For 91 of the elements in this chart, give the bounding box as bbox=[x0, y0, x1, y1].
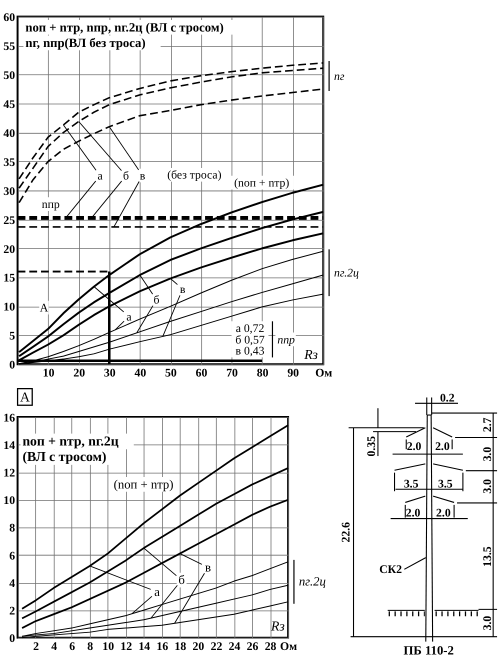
annotation: в 0,43 bbox=[236, 344, 265, 358]
y-tick-label: 4 bbox=[9, 576, 16, 590]
y-tick-label: 2 bbox=[9, 604, 16, 618]
x-tick-label: 10 bbox=[102, 640, 114, 653]
annotation: nоп + nтр, nг.2ц bbox=[22, 433, 119, 448]
text: nг.2ц bbox=[334, 266, 360, 280]
text: 3.0 bbox=[481, 478, 494, 494]
text: 2.0 bbox=[435, 440, 450, 454]
y-tick-label: 60 bbox=[3, 11, 16, 24]
annotation: б bbox=[122, 170, 129, 183]
x-axis-title: Rз bbox=[303, 346, 318, 362]
text: 0.35 bbox=[365, 436, 378, 457]
x-tick-label: 16 bbox=[156, 640, 168, 653]
y-tick-label: 12 bbox=[3, 466, 16, 480]
x-tick-label: 30 bbox=[104, 366, 116, 380]
x-tick-label: 10 bbox=[42, 366, 55, 380]
x-tick-label: 60 bbox=[196, 366, 208, 380]
text: 2.0 bbox=[406, 440, 422, 454]
y-tick-label: 6 bbox=[9, 549, 16, 562]
annotation: а bbox=[126, 310, 132, 324]
text: 0.2 bbox=[440, 391, 455, 404]
x-tick-label: 26 bbox=[246, 640, 259, 653]
annotation: nпр bbox=[42, 198, 60, 212]
annotation: (nоп + nтр) bbox=[234, 176, 290, 190]
y-tick-label: 14 bbox=[3, 438, 16, 452]
y-tick-label: 35 bbox=[3, 156, 16, 169]
text: 22.6 bbox=[340, 522, 353, 542]
text: ПБ 110-2 bbox=[404, 643, 454, 658]
annotation: б bbox=[153, 294, 160, 307]
x-tick-label: 50 bbox=[165, 366, 177, 380]
y-tick-label: 5 bbox=[9, 330, 16, 343]
annotation: а 0,72 bbox=[236, 322, 264, 336]
y-tick-label: 20 bbox=[3, 242, 16, 256]
text: 3.0 bbox=[481, 446, 494, 462]
x-tick-label: 12 bbox=[120, 640, 132, 653]
y-tick-label: 25 bbox=[3, 214, 16, 227]
x-tick-label: 80 bbox=[256, 366, 269, 380]
x-tick-label: 14 bbox=[138, 640, 150, 653]
x-tick-label: 22 bbox=[210, 640, 222, 653]
annotation: nоп + nтр, nпр, nг.2ц (ВЛ с тросом) bbox=[25, 20, 224, 34]
text: 2.0 bbox=[436, 506, 451, 520]
annotation: б bbox=[178, 572, 185, 587]
annotation: в bbox=[180, 282, 186, 296]
chart-title: А bbox=[20, 389, 30, 404]
x-tick-label: 20 bbox=[192, 640, 204, 653]
x-tick-label: 4 bbox=[51, 640, 58, 653]
annotation: nпр bbox=[277, 333, 296, 346]
annotation: nг, nпр(ВЛ без троса) bbox=[25, 36, 146, 50]
y-tick-label: 50 bbox=[3, 68, 16, 82]
x-tick-label: 90 bbox=[287, 366, 300, 380]
annotation: (nоп + nтр) bbox=[114, 477, 174, 492]
annotation: (ВЛ с тросом) bbox=[22, 448, 106, 464]
x-tick-label: 8 bbox=[87, 640, 94, 653]
text: 3.0 bbox=[481, 616, 494, 630]
annotation: а bbox=[97, 170, 104, 183]
x-tick-label: 28 bbox=[264, 640, 277, 653]
annotation: в bbox=[205, 560, 212, 574]
annotation: (без троса) bbox=[167, 168, 222, 182]
y-tick-label: 0 bbox=[9, 358, 16, 372]
text: 2.0 bbox=[406, 506, 421, 520]
x-tick-label: Ом bbox=[315, 366, 332, 380]
x-tick-label: 2 bbox=[33, 640, 40, 653]
text: nг bbox=[334, 70, 345, 83]
y-tick-label: 45 bbox=[3, 98, 16, 111]
x-tick-label: 70 bbox=[226, 366, 238, 380]
y-tick-label: 10 bbox=[3, 494, 16, 508]
annotation: а bbox=[154, 584, 160, 599]
text: nг.2ц bbox=[298, 574, 326, 589]
y-tick-label: 40 bbox=[3, 126, 16, 140]
x-tick-label: 6 bbox=[69, 640, 76, 653]
annotation: б 0,57 bbox=[235, 333, 265, 346]
annotation: в bbox=[140, 169, 146, 182]
text: 13.5 bbox=[481, 546, 494, 567]
y-tick-label: 30 bbox=[3, 184, 16, 198]
x-tick-label: 20 bbox=[73, 366, 86, 380]
y-tick-label: 16 bbox=[3, 411, 16, 424]
x-tick-label: Ом bbox=[280, 640, 298, 653]
x-axis-title: Rз bbox=[270, 618, 285, 634]
text: СК2 bbox=[379, 563, 402, 576]
x-tick-label: 24 bbox=[228, 640, 240, 653]
text: 3.5 bbox=[404, 477, 419, 490]
annotation: А bbox=[40, 302, 49, 315]
x-tick-label: 18 bbox=[174, 640, 186, 653]
y-tick-label: 15 bbox=[3, 272, 16, 285]
y-tick-label: 55 bbox=[3, 40, 16, 53]
text: 3.5 bbox=[438, 477, 453, 490]
y-tick-label: 8 bbox=[9, 522, 16, 535]
text: 2.7 bbox=[481, 417, 494, 432]
y-tick-label: 0 bbox=[9, 632, 16, 646]
x-tick-label: 40 bbox=[134, 366, 146, 380]
y-tick-label: 10 bbox=[3, 300, 16, 314]
